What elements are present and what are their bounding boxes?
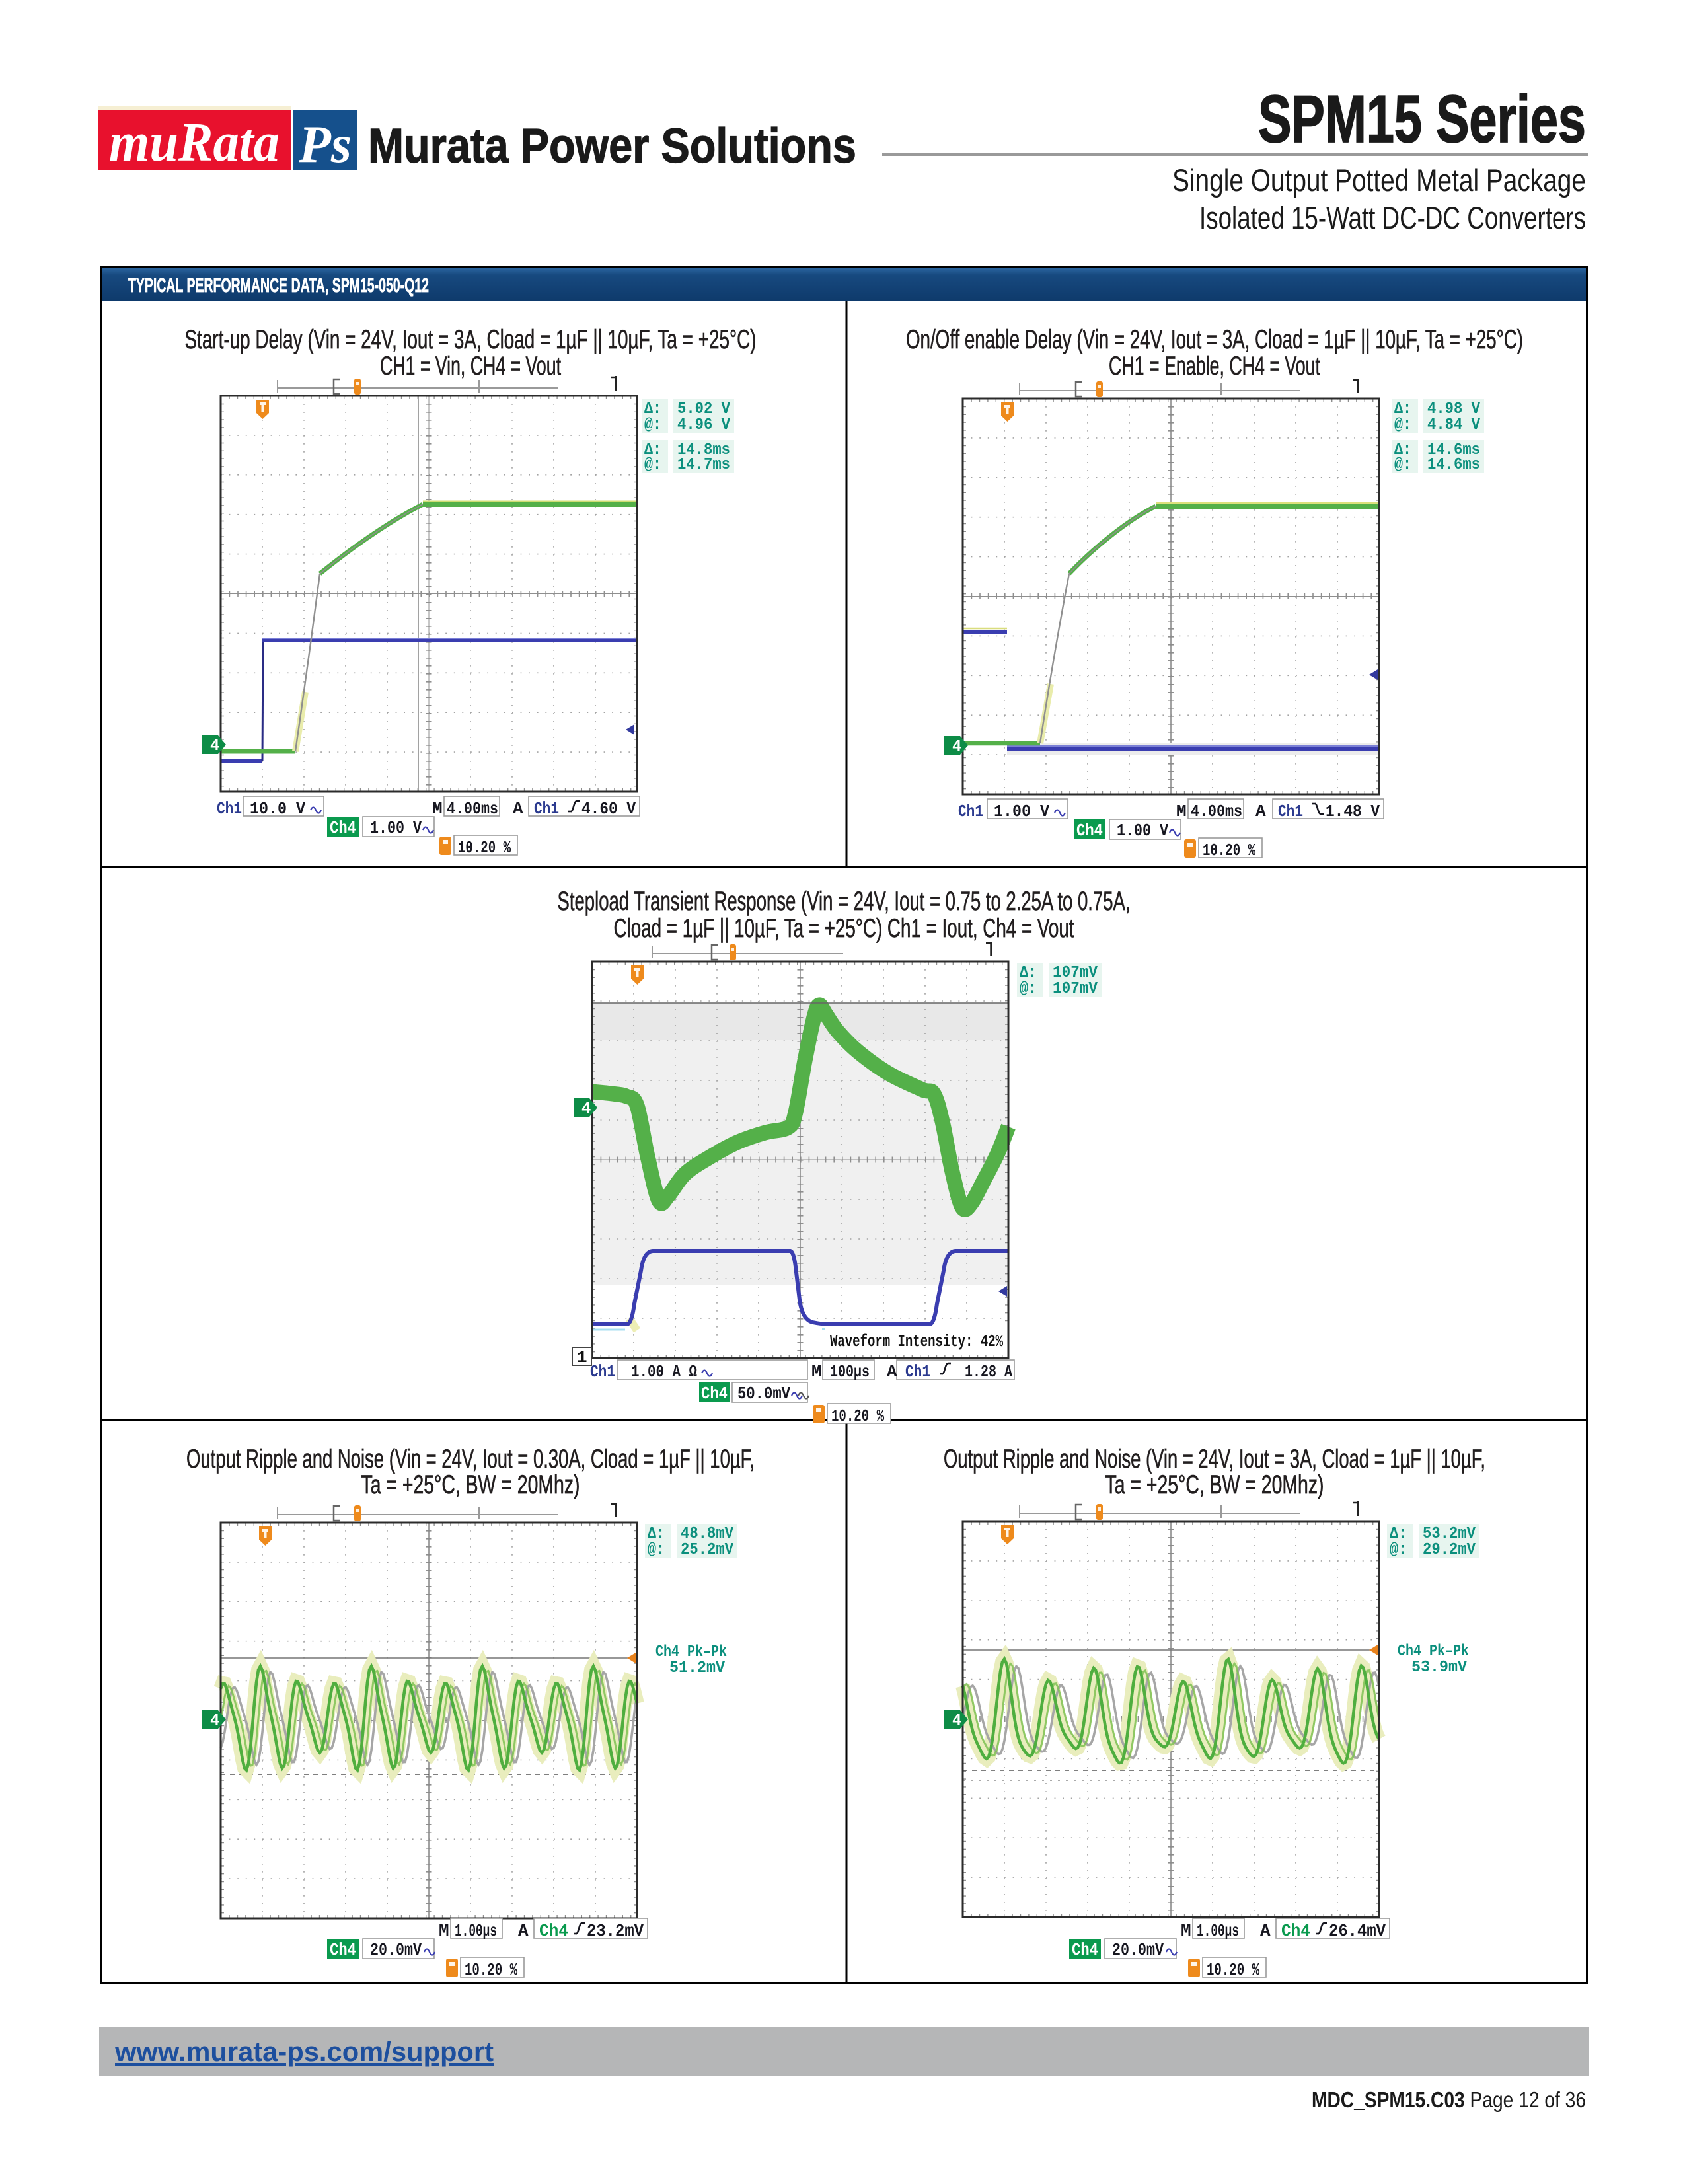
svg-text:4: 4 [952, 738, 961, 756]
svg-text:1.00 V: 1.00 V [1117, 821, 1168, 841]
svg-text:@:: @: [1394, 416, 1411, 434]
svg-text:Ch1: Ch1 [958, 802, 983, 821]
svg-text:4: 4 [210, 737, 219, 755]
svg-text:10.20 %: 10.20 % [458, 838, 511, 858]
svg-text:MDC_SPM15.C03 Page 12 of 36: MDC_SPM15.C03 Page 12 of 36 [1312, 2088, 1586, 2112]
svg-text:@:: @: [1020, 980, 1037, 998]
svg-text:14.7ms: 14.7ms [677, 456, 730, 474]
svg-text:1.00µs: 1.00µs [455, 1921, 497, 1941]
svg-text:M: M [1181, 1921, 1191, 1941]
svg-text:20.0mV: 20.0mV [1112, 1940, 1164, 1960]
svg-text:25.2mV: 25.2mV [681, 1541, 734, 1559]
svg-text:Ch4: Ch4 [539, 1921, 568, 1941]
svg-text:10.20 %: 10.20 % [1203, 841, 1255, 860]
svg-text:20.0mV: 20.0mV [370, 1940, 422, 1960]
svg-text:4.00ms: 4.00ms [447, 799, 498, 819]
svg-text:Stepload Transient Response (V: Stepload Transient Response (Vin = 24V, … [558, 887, 1131, 916]
svg-text:1.00 A Ω: 1.00 A Ω [631, 1362, 697, 1382]
svg-text:Ch1: Ch1 [590, 1362, 615, 1382]
svg-text:29.2mV: 29.2mV [1423, 1541, 1476, 1559]
svg-text:M: M [432, 799, 443, 819]
svg-text:M: M [811, 1362, 822, 1382]
svg-text:Ch4: Ch4 [330, 818, 356, 838]
svg-text:107mV: 107mV [1053, 980, 1098, 998]
svg-text:100µs: 100µs [830, 1362, 870, 1382]
svg-text:10.20 %: 10.20 % [1207, 1960, 1259, 1980]
svg-text:@:: @: [1394, 456, 1411, 474]
svg-text:Murata Power Solutions: Murata Power Solutions [368, 118, 856, 173]
svg-text:CH1 = Enable, CH4 = Vout: CH1 = Enable, CH4 = Vout [1109, 352, 1320, 381]
svg-text:Isolated 15-Watt DC-DC Convert: Isolated 15-Watt DC-DC Converters [1199, 200, 1586, 235]
svg-text:1.00 V: 1.00 V [994, 802, 1049, 821]
svg-text:On/Off enable Delay (Vin = 24V: On/Off enable Delay (Vin = 24V, Iout = 3… [906, 325, 1523, 354]
svg-text:4: 4 [952, 1712, 961, 1730]
svg-text:1.00µs: 1.00µs [1197, 1921, 1239, 1941]
svg-text:TYPICAL PERFORMANCE DATA, SPM1: TYPICAL PERFORMANCE DATA, SPM15-050-Q12 [128, 274, 429, 297]
svg-text:M: M [439, 1921, 449, 1941]
svg-text:4.60 V: 4.60 V [581, 799, 636, 819]
svg-text:10.20 %: 10.20 % [465, 1960, 517, 1980]
svg-text:26.4mV: 26.4mV [1329, 1921, 1386, 1941]
svg-text:4.84 V: 4.84 V [1427, 416, 1481, 434]
svg-text:1.28 A: 1.28 A [965, 1362, 1012, 1382]
svg-text:Ch4 Pk–Pk: Ch4 Pk–Pk [655, 1643, 727, 1661]
svg-text:Start-up Delay (Vin = 24V, Iou: Start-up Delay (Vin = 24V, Iout = 3A, Cl… [185, 325, 757, 354]
svg-text:Output Ripple and Noise (Vin =: Output Ripple and Noise (Vin = 24V, Iout… [944, 1445, 1485, 1474]
svg-text:Ch4: Ch4 [1281, 1921, 1310, 1941]
svg-text:A: A [518, 1921, 529, 1941]
svg-text:A: A [1260, 1921, 1271, 1941]
svg-text:CH1 = Vin, CH4 = Vout: CH1 = Vin, CH4 = Vout [380, 352, 561, 381]
svg-text:10.0 V: 10.0 V [250, 799, 305, 819]
svg-text:23.2mV: 23.2mV [587, 1921, 644, 1941]
svg-text:A: A [513, 799, 523, 819]
svg-text:Ch1: Ch1 [217, 799, 242, 819]
svg-text:Ch1: Ch1 [534, 799, 559, 819]
svg-text:@:: @: [644, 456, 661, 474]
svg-text:Cload = 1µF || 10µF, Ta = +25°: Cload = 1µF || 10µF, Ta = +25°C) Ch1 = I… [614, 914, 1074, 943]
svg-text:4.00ms: 4.00ms [1191, 802, 1242, 821]
svg-text:A: A [887, 1362, 897, 1382]
svg-text:1.00 V: 1.00 V [370, 818, 422, 838]
svg-text:M: M [1176, 802, 1187, 821]
svg-text:1: 1 [577, 1347, 587, 1367]
svg-text:14.6ms: 14.6ms [1427, 456, 1480, 474]
svg-text:Ch1: Ch1 [1278, 802, 1303, 821]
svg-text:Ch4: Ch4 [701, 1384, 728, 1404]
svg-text:Ch1: Ch1 [905, 1362, 930, 1382]
svg-text:www.murata-ps.com/support: www.murata-ps.com/support [114, 2036, 494, 2067]
svg-text:50.0mV: 50.0mV [737, 1384, 790, 1404]
svg-text:@:: @: [644, 416, 661, 434]
svg-text:Ps: Ps [298, 116, 352, 174]
svg-text:51.2mV: 51.2mV [669, 1659, 726, 1677]
svg-text:4.96 V: 4.96 V [677, 416, 731, 434]
svg-text:muRata: muRata [109, 112, 280, 173]
svg-text:10.20 %: 10.20 % [831, 1406, 884, 1426]
svg-text:Ch4 Pk–Pk: Ch4 Pk–Pk [1398, 1643, 1469, 1661]
svg-text:1.48 V: 1.48 V [1326, 802, 1380, 821]
svg-text:4: 4 [210, 1712, 219, 1730]
svg-text:Ch4: Ch4 [330, 1940, 356, 1960]
svg-text:Output Ripple and Noise (Vin =: Output Ripple and Noise (Vin = 24V, Iout… [186, 1445, 755, 1474]
svg-text:Waveform Intensity: 42%: Waveform Intensity: 42% [830, 1332, 1003, 1351]
svg-text:Ta = +25°C, BW = 20Mhz): Ta = +25°C, BW = 20Mhz) [1105, 1470, 1324, 1499]
svg-text:Ch4: Ch4 [1072, 1940, 1098, 1960]
svg-text:A: A [1255, 802, 1266, 821]
svg-text:Single Output Potted Metal Pac: Single Output Potted Metal Package [1172, 163, 1586, 198]
svg-text:SPM15 Series: SPM15 Series [1258, 83, 1586, 157]
svg-text:Ch4: Ch4 [1076, 821, 1103, 841]
svg-text:@:: @: [1390, 1541, 1407, 1559]
svg-text:53.9mV: 53.9mV [1411, 1659, 1468, 1676]
svg-text:@:: @: [648, 1541, 665, 1559]
svg-text:4: 4 [581, 1100, 591, 1118]
svg-text:Ta = +25°C, BW = 20Mhz): Ta = +25°C, BW = 20Mhz) [361, 1470, 580, 1499]
